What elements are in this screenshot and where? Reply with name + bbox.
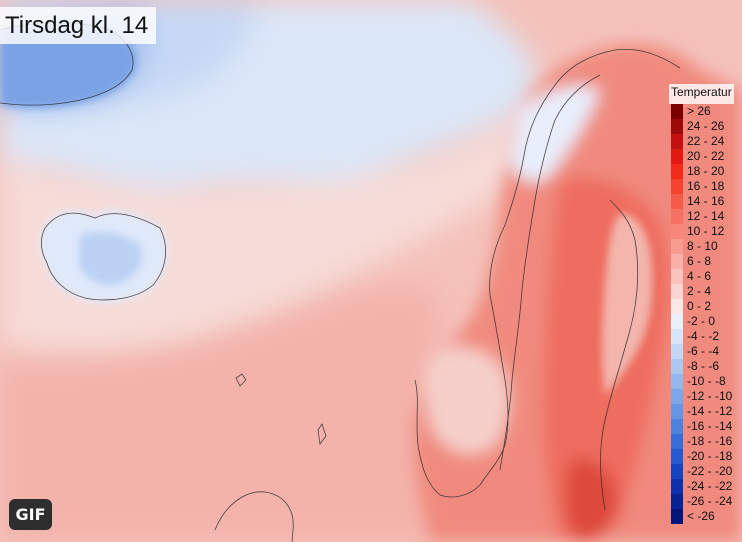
scotland-coast: [214, 491, 294, 542]
temperature-legend: Temperatur > 26 24 - 26 22 - 24 20 - 22 18 -…: [667, 84, 742, 542]
shetland-islands: [317, 423, 327, 446]
legend-label: -24 - -22: [687, 479, 733, 493]
legend-label: -12 - -10: [687, 389, 733, 403]
legend-label: -20 - -18: [687, 449, 733, 463]
legend-swatch: [671, 479, 683, 494]
legend-label: 20 - 22: [687, 149, 725, 163]
legend-color-bar: [671, 104, 683, 524]
legend-swatch: [671, 149, 683, 164]
legend-swatch: [671, 329, 683, 344]
legend-label: 24 - 26: [687, 119, 725, 133]
legend-swatch: [671, 494, 683, 509]
legend-label: 2 - 4: [687, 284, 712, 298]
legend-title: Temperatur: [669, 84, 734, 104]
legend-label: -4 - -2: [687, 329, 720, 343]
legend-swatch: [671, 299, 683, 314]
iceland-cold-core: [78, 231, 143, 286]
norway-mountain-cool: [425, 347, 510, 454]
legend-swatch: [671, 179, 683, 194]
legend-label: -10 - -8: [687, 374, 726, 388]
legend-swatch: [671, 194, 683, 209]
legend-label: -26 - -24: [687, 494, 733, 508]
legend-swatch: [671, 404, 683, 419]
legend-label: 4 - 6: [687, 269, 712, 283]
legend-swatch: [671, 389, 683, 404]
legend-label: -18 - -16: [687, 434, 733, 448]
gif-button[interactable]: GIF: [9, 499, 52, 530]
legend-swatch: [671, 209, 683, 224]
legend-swatch: [671, 464, 683, 479]
legend-label: < -26: [687, 509, 715, 523]
faroe-islands: [235, 373, 247, 387]
forecast-time-label: Tirsdag kl. 14: [0, 7, 157, 44]
legend-label: 8 - 10: [687, 239, 718, 253]
legend-label: -14 - -12: [687, 404, 733, 418]
legend-swatch: [671, 164, 683, 179]
legend-label: -22 - -20: [687, 464, 733, 478]
legend-label: -16 - -14: [687, 419, 733, 433]
legend-label: 6 - 8: [687, 254, 712, 268]
legend-swatch: [671, 359, 683, 374]
legend-label: 10 - 12: [687, 224, 725, 238]
northern-norway-cool: [510, 86, 600, 183]
legend-label: > 26: [687, 104, 711, 118]
iceland-coastline: [41, 212, 166, 301]
legend-label: 18 - 20: [687, 164, 725, 178]
legend-swatch: [671, 104, 683, 119]
legend-swatch: [671, 254, 683, 269]
legend-label: -2 - 0: [687, 314, 716, 328]
legend-swatch: [671, 284, 683, 299]
legend-swatch: [671, 239, 683, 254]
warm-sea-south: [0, 284, 440, 542]
legend-label: 14 - 16: [687, 194, 725, 208]
legend-swatch: [671, 224, 683, 239]
legend-label: -8 - -6: [687, 359, 720, 373]
legend-swatch: [671, 314, 683, 329]
legend-swatch: [671, 434, 683, 449]
legend-swatch: [671, 419, 683, 434]
legend-swatch: [671, 509, 683, 524]
legend-swatch: [671, 119, 683, 134]
sweden-finland-coast: [600, 199, 639, 511]
legend-labels: > 26 24 - 26 22 - 24 20 - 22 18 - 20 16 - 18 1…: [685, 104, 734, 524]
legend-swatch: [671, 269, 683, 284]
southeast-hot-zone: [565, 459, 619, 542]
legend-swatch: [671, 449, 683, 464]
legend-label: 16 - 18: [687, 179, 725, 193]
legend-label: 0 - 2: [687, 299, 712, 313]
legend-label: -6 - -4: [687, 344, 720, 358]
legend-swatch: [671, 374, 683, 389]
gulf-of-bothnia: [601, 214, 653, 395]
legend-label: 22 - 24: [687, 134, 725, 148]
legend-label: 12 - 14: [687, 209, 725, 223]
legend-swatch: [671, 134, 683, 149]
norway-coastline: [414, 48, 681, 498]
legend-swatch: [671, 344, 683, 359]
norway-sweden-border: [499, 74, 601, 471]
